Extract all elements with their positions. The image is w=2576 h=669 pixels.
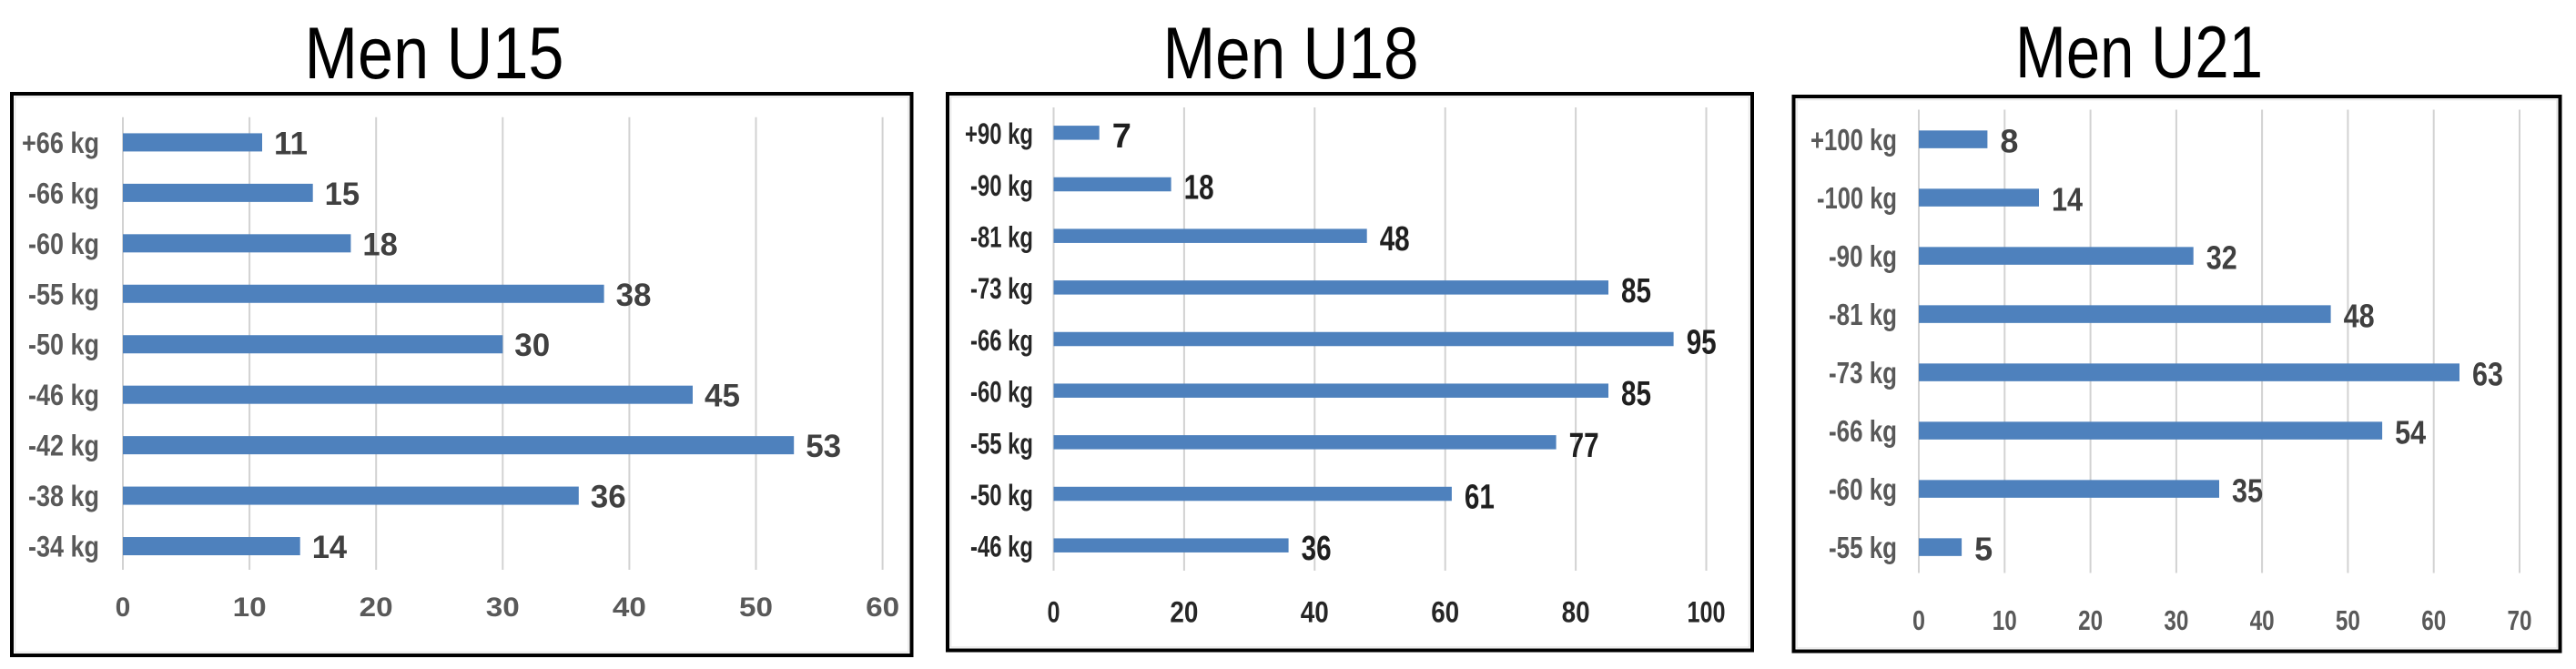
svg-text:8: 8	[2000, 123, 2018, 160]
svg-text:40: 40	[613, 593, 646, 623]
svg-text:40: 40	[1301, 596, 1329, 629]
svg-text:-46 kg: -46 kg	[970, 531, 1033, 563]
svg-text:14: 14	[312, 530, 348, 565]
svg-text:18: 18	[1184, 169, 1214, 208]
svg-text:35: 35	[2232, 472, 2263, 510]
svg-text:45: 45	[705, 379, 740, 414]
svg-text:+66 kg: +66 kg	[22, 127, 99, 159]
svg-text:-81 kg: -81 kg	[1829, 298, 1897, 331]
svg-text:30: 30	[514, 328, 550, 363]
svg-text:61: 61	[1465, 479, 1495, 517]
svg-text:85: 85	[1621, 375, 1651, 413]
svg-text:0: 0	[116, 593, 131, 623]
svg-text:20: 20	[1170, 596, 1198, 629]
svg-text:36: 36	[591, 480, 626, 515]
svg-text:0: 0	[1048, 596, 1060, 629]
svg-text:63: 63	[2472, 356, 2503, 393]
svg-text:32: 32	[2206, 239, 2237, 277]
svg-text:-90 kg: -90 kg	[1829, 239, 1897, 273]
svg-text:-66 kg: -66 kg	[28, 177, 99, 209]
svg-text:-42 kg: -42 kg	[28, 430, 99, 462]
svg-text:-46 kg: -46 kg	[28, 379, 99, 411]
svg-text:15: 15	[325, 177, 360, 212]
svg-text:95: 95	[1687, 324, 1717, 362]
svg-text:-55 kg: -55 kg	[28, 278, 99, 310]
svg-text:30: 30	[486, 593, 520, 623]
svg-text:38: 38	[616, 278, 652, 313]
svg-text:-90 kg: -90 kg	[970, 169, 1033, 202]
svg-text:-50 kg: -50 kg	[970, 479, 1033, 512]
svg-text:-34 kg: -34 kg	[28, 531, 99, 563]
svg-text:-66 kg: -66 kg	[1829, 414, 1897, 448]
svg-text:60: 60	[866, 593, 899, 623]
svg-text:-60 kg: -60 kg	[28, 228, 99, 260]
svg-text:+100 kg: +100 kg	[1810, 123, 1897, 157]
svg-text:11: 11	[274, 126, 308, 161]
svg-text:-50 kg: -50 kg	[28, 329, 99, 361]
svg-text:77: 77	[1569, 427, 1599, 465]
svg-text:-55 kg: -55 kg	[970, 427, 1033, 460]
svg-text:Men U21: Men U21	[2015, 12, 2263, 94]
svg-text:50: 50	[2336, 604, 2360, 636]
svg-text:10: 10	[233, 593, 267, 623]
svg-text:53: 53	[806, 429, 841, 464]
svg-text:Men U15: Men U15	[305, 13, 564, 95]
svg-text:-81 kg: -81 kg	[970, 221, 1033, 254]
svg-text:85: 85	[1621, 272, 1651, 310]
svg-text:20: 20	[360, 593, 393, 623]
svg-text:30: 30	[2164, 604, 2188, 636]
svg-text:48: 48	[1380, 220, 1410, 258]
svg-text:40: 40	[2250, 604, 2275, 636]
svg-text:54: 54	[2395, 414, 2426, 451]
svg-text:7: 7	[1112, 117, 1131, 156]
svg-text:-100 kg: -100 kg	[1817, 181, 1897, 215]
svg-text:-60 kg: -60 kg	[1829, 472, 1897, 506]
svg-text:36: 36	[1302, 530, 1332, 568]
svg-text:-73 kg: -73 kg	[970, 272, 1033, 305]
svg-text:100: 100	[1688, 596, 1726, 629]
svg-text:-60 kg: -60 kg	[970, 376, 1033, 409]
svg-text:+90 kg: +90 kg	[965, 117, 1033, 150]
svg-text:-66 kg: -66 kg	[970, 324, 1033, 357]
svg-text:48: 48	[2344, 298, 2375, 335]
svg-text:Men U18: Men U18	[1163, 13, 1419, 95]
svg-text:20: 20	[2078, 604, 2103, 636]
svg-text:18: 18	[362, 227, 398, 262]
svg-text:80: 80	[1562, 596, 1590, 629]
svg-text:50: 50	[739, 593, 773, 623]
svg-text:5: 5	[1974, 531, 1993, 568]
svg-text:60: 60	[2421, 604, 2446, 636]
svg-text:70: 70	[2508, 604, 2532, 636]
svg-text:-73 kg: -73 kg	[1829, 356, 1897, 390]
svg-text:0: 0	[1912, 604, 1925, 636]
svg-text:14: 14	[2052, 181, 2083, 218]
svg-text:-38 kg: -38 kg	[28, 480, 99, 512]
svg-text:-55 kg: -55 kg	[1829, 531, 1897, 564]
svg-text:60: 60	[1431, 596, 1459, 629]
svg-text:10: 10	[1993, 604, 2017, 636]
